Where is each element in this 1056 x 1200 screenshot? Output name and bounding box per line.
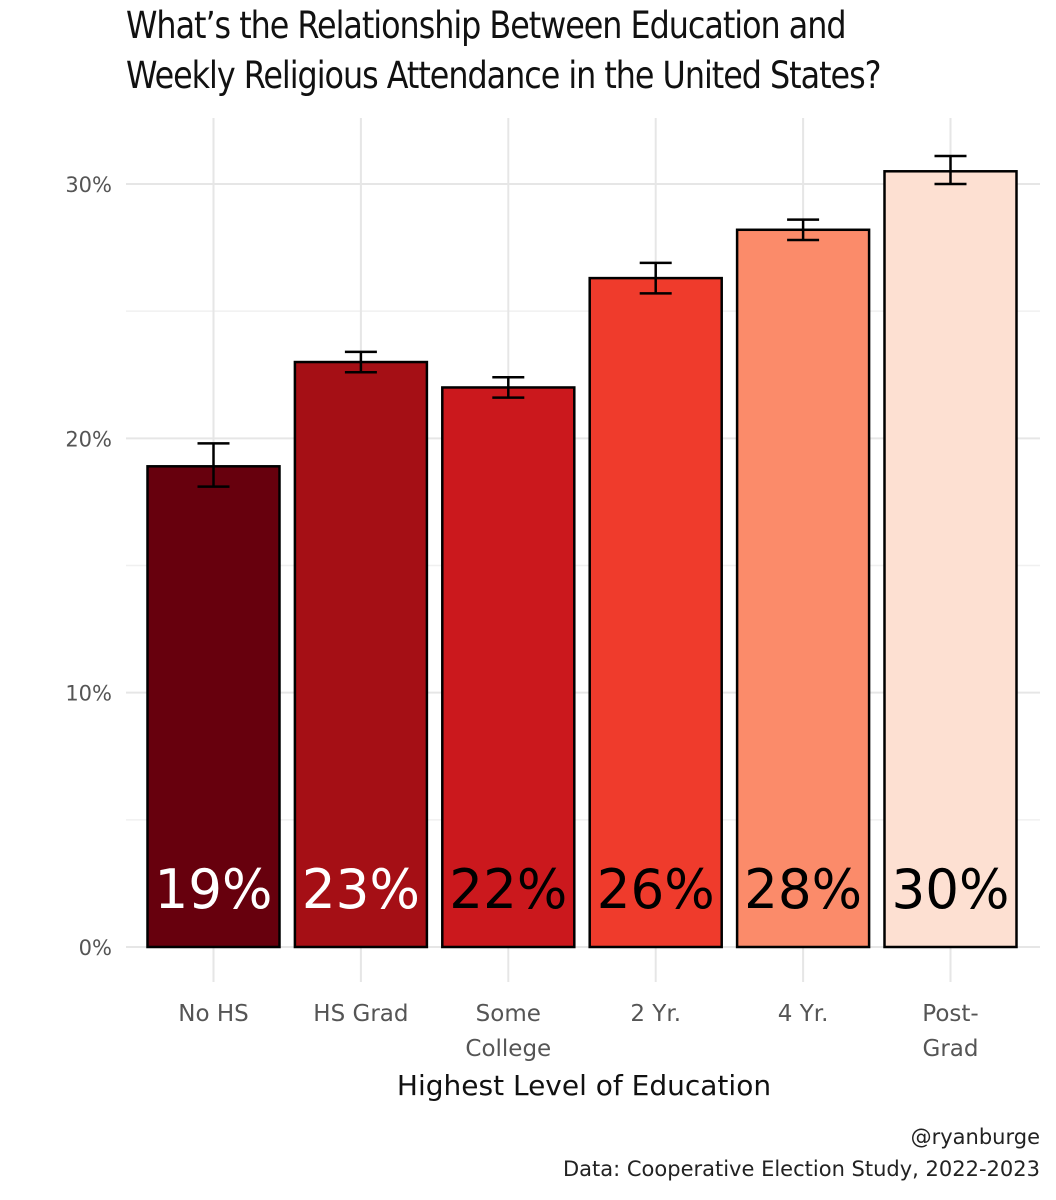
bar bbox=[883, 170, 1018, 949]
caption-line: Data: Cooperative Election Study, 2022-2… bbox=[563, 1157, 1040, 1181]
bar-data-label: 30% bbox=[892, 858, 1010, 921]
bar bbox=[588, 276, 723, 949]
y-tick-label: 20% bbox=[65, 427, 112, 451]
x-tick-label: Grad bbox=[923, 1036, 979, 1062]
bar bbox=[735, 228, 871, 949]
y-tick-label: 0% bbox=[79, 936, 112, 960]
chart-title-line-1: What’s the Relationship Between Educatio… bbox=[126, 4, 847, 47]
y-tick-label: 10% bbox=[65, 682, 112, 706]
bar-data-label: 26% bbox=[597, 858, 715, 921]
bar-data-label: 22% bbox=[449, 858, 567, 921]
x-axis-title: Highest Level of Education bbox=[397, 1069, 771, 1102]
x-tick-label: Some bbox=[476, 1001, 541, 1027]
y-tick-label: 30% bbox=[65, 173, 112, 197]
bar bbox=[441, 386, 576, 949]
x-tick-label: College bbox=[465, 1036, 551, 1062]
x-tick-label: Post- bbox=[922, 1001, 978, 1027]
chart-title-line-2: Weekly Religious Attendance in the Unite… bbox=[126, 54, 882, 97]
x-tick-label: No HS bbox=[178, 1001, 248, 1027]
x-tick-label: HS Grad bbox=[313, 1001, 408, 1027]
bar-data-label: 23% bbox=[302, 858, 420, 921]
x-tick-label: 2 Yr. bbox=[630, 1001, 681, 1027]
caption-line: @ryanburge bbox=[911, 1125, 1040, 1149]
bar bbox=[293, 360, 429, 949]
bar-data-label: 28% bbox=[744, 858, 862, 921]
x-tick-label: 4 Yr. bbox=[778, 1001, 829, 1027]
bar-data-label: 19% bbox=[155, 858, 273, 921]
